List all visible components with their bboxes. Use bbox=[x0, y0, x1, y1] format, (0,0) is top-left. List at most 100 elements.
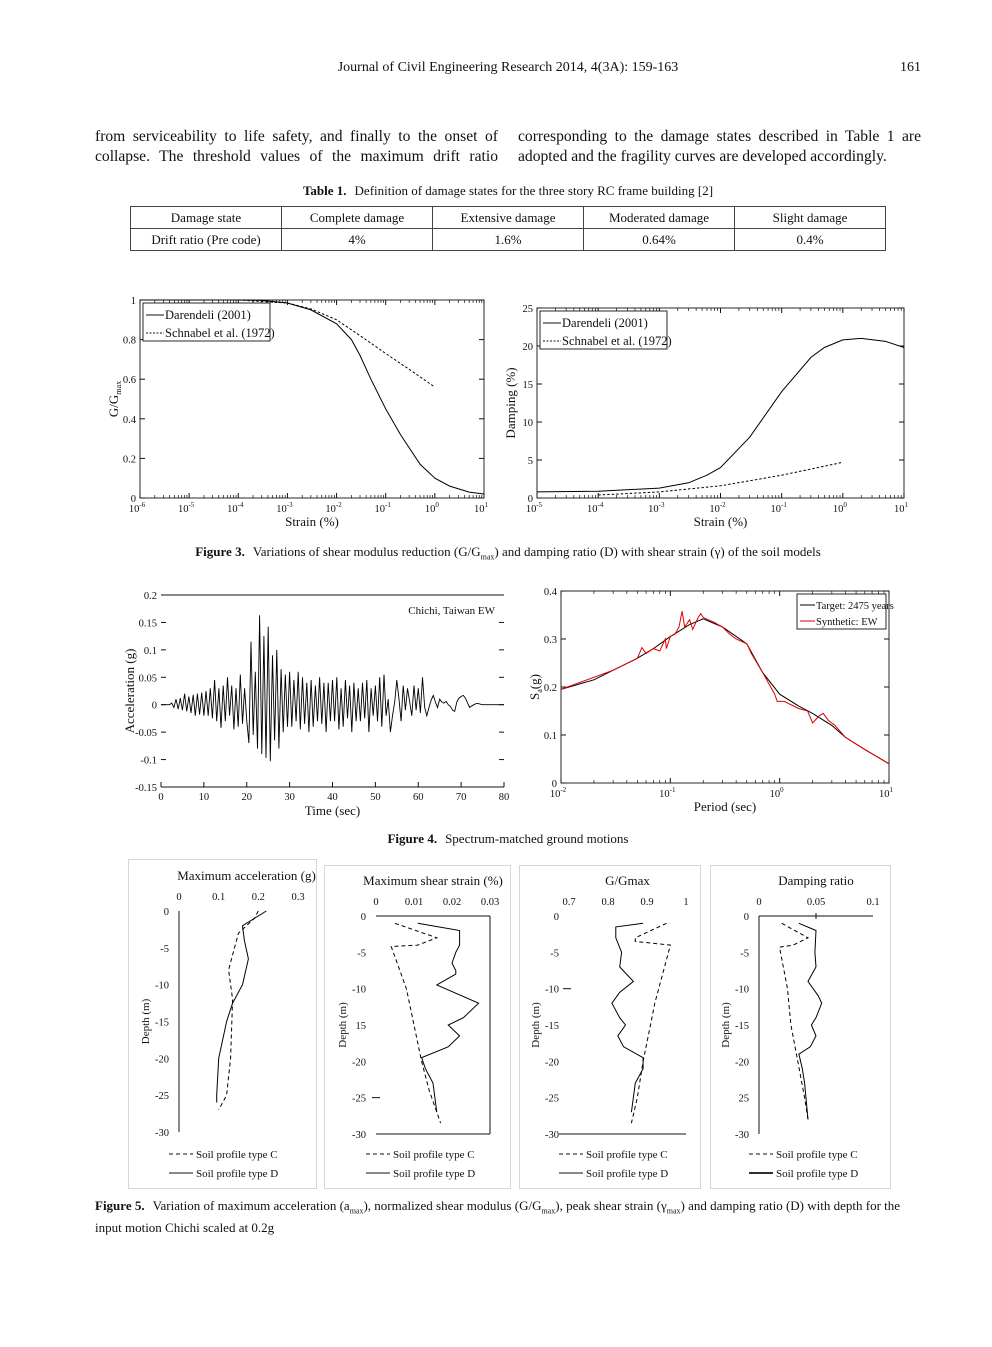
series-line-1 bbox=[417, 922, 480, 1113]
x-tick-label: 0.8 bbox=[601, 897, 614, 908]
panel-title: Damping ratio bbox=[778, 873, 853, 888]
figure3-label: Figure 3. bbox=[195, 544, 245, 559]
y-tick-label: -0.1 bbox=[140, 756, 157, 767]
body-text-left: from serviceability to life safety, and … bbox=[95, 128, 498, 165]
y-tick-label: -30 bbox=[545, 1130, 559, 1141]
y-tick-label: 0.4 bbox=[544, 587, 558, 598]
table-caption: Table 1. Definition of damage states for … bbox=[0, 183, 992, 199]
table-caption-text: Definition of damage states for the thre… bbox=[354, 183, 714, 198]
legend-label: Soil profile type D bbox=[586, 1168, 668, 1180]
damage-states-table: Damage state Complete damage Extensive d… bbox=[130, 206, 886, 251]
x-axis-label: Strain (%) bbox=[285, 514, 339, 529]
y-axis-label-main: S bbox=[527, 693, 542, 700]
table-cell: 0.64% bbox=[583, 228, 735, 251]
legend-label: Soil profile type D bbox=[776, 1168, 858, 1180]
x-tick-label: 0 bbox=[756, 897, 761, 908]
caption-text: Spectrum-matched ground motions bbox=[445, 831, 629, 846]
plot-frame bbox=[139, 299, 485, 499]
caption-subscript: max bbox=[480, 552, 495, 562]
caption-text: Variation of maximum acceleration (a bbox=[152, 1198, 350, 1213]
y-tick-label: -20 bbox=[155, 1054, 169, 1065]
table-header-cell: Extensive damage bbox=[432, 206, 584, 229]
legend-box bbox=[142, 302, 271, 342]
chart-annotation: Chichi, Taiwan EW bbox=[408, 605, 495, 617]
table-cell: Drift ratio (Pre code) bbox=[130, 228, 282, 251]
x-tick-exponent: 0 bbox=[435, 501, 439, 509]
y-tick-label: 0 bbox=[131, 494, 136, 505]
x-tick-label: 10-3 bbox=[648, 501, 665, 515]
y-axis-label-main: Damping (%) bbox=[503, 367, 518, 438]
legend-label: Soil profile type D bbox=[196, 1168, 278, 1180]
y-tick-label: -25 bbox=[155, 1091, 169, 1102]
x-tick-label: 10-5 bbox=[178, 501, 195, 515]
legend-box bbox=[796, 593, 887, 630]
x-tick-exponent: -2 bbox=[560, 786, 566, 794]
x-tick-exponent: -1 bbox=[385, 501, 391, 509]
chart-6: 0.7 0.8 0.9 1 0 -5 -10 -15 -20 -25 -30 G/Gmax Depth … bbox=[530, 873, 689, 1180]
y-tick-label: 0.2 bbox=[123, 454, 136, 465]
y-tick-label: 0 bbox=[152, 701, 157, 712]
x-axis-label: Strain (%) bbox=[694, 514, 748, 529]
legend-label: Schnabel et al. (1972) bbox=[165, 326, 275, 340]
y-axis-label: Depth (m) bbox=[140, 998, 152, 1044]
y-tick-label: 5 bbox=[528, 456, 533, 467]
x-tick-label: 100 bbox=[833, 501, 848, 515]
figure3-caption: Figure 3. Variations of shear modulus red… bbox=[0, 544, 992, 562]
table-cell: 0.4% bbox=[734, 228, 886, 251]
y-tick-label: -5 bbox=[550, 948, 559, 959]
x-tick-label: 20 bbox=[242, 792, 253, 803]
x-tick-label: 60 bbox=[413, 792, 424, 803]
legend-label: Darendeli (2001) bbox=[562, 316, 648, 330]
chart-1: 10-5 10-4 10-3 10-2 10-1 100 1010510152025Stra… bbox=[503, 304, 909, 529]
y-tick-label: -30 bbox=[735, 1130, 749, 1141]
y-axis-label-suffix: (g) bbox=[527, 674, 542, 689]
x-tick-exponent: 1 bbox=[905, 501, 909, 509]
table-row: Drift ratio (Pre code) 4% 1.6% 0.64% 0.4… bbox=[130, 228, 886, 251]
x-tick-label: 50 bbox=[370, 792, 381, 803]
series-line-0 bbox=[390, 922, 442, 1124]
y-axis-label: Sa(g) bbox=[527, 674, 544, 700]
x-axis-label: Period (sec) bbox=[694, 799, 756, 814]
y-tick-label: 15 bbox=[356, 1021, 367, 1032]
figure5-panel-acceleration bbox=[128, 859, 317, 1189]
legend-label: Soil profile type C bbox=[393, 1149, 475, 1161]
caption-text: ), peak shear strain (γ bbox=[555, 1198, 667, 1213]
x-tick-label: 100 bbox=[425, 501, 440, 515]
legend-label: Soil profile type D bbox=[393, 1168, 475, 1180]
x-tick-label: 30 bbox=[284, 792, 295, 803]
legend-label: Synthetic: EW bbox=[816, 617, 878, 628]
legend-label: Soil profile type C bbox=[586, 1149, 668, 1161]
x-tick-label: 10-4 bbox=[227, 501, 244, 515]
y-tick-label: -15 bbox=[545, 1021, 559, 1032]
x-tick-label: 0.3 bbox=[291, 892, 304, 903]
journal-header: Journal of Civil Engineering Research 20… bbox=[337, 60, 679, 75]
x-tick-exponent: -2 bbox=[336, 501, 342, 509]
y-axis-label-main: G/G bbox=[106, 395, 121, 417]
figure5-label: Figure 5. bbox=[95, 1198, 145, 1213]
x-tick-label: 0 bbox=[373, 897, 378, 908]
figure5-caption: Figure 5. Variation of maximum accelerati… bbox=[95, 1198, 925, 1236]
y-tick-label: -30 bbox=[352, 1130, 366, 1141]
series-line-0 bbox=[778, 922, 810, 1120]
x-tick-exponent: -1 bbox=[781, 501, 787, 509]
x-tick-label: 0.03 bbox=[481, 897, 499, 908]
x-tick-label: 101 bbox=[474, 501, 489, 515]
y-tick-label: -0.05 bbox=[135, 728, 157, 739]
y-tick-label: 0.15 bbox=[139, 618, 157, 629]
y-tick-label: 1 bbox=[131, 296, 136, 307]
x-tick-label: 10-1 bbox=[770, 501, 787, 515]
chart-4: 0 0.1 0.2 0.3 0 -5 -10 -15 -20 -25 -30 Maximum acce… bbox=[140, 868, 316, 1180]
y-tick-label: 0.4 bbox=[123, 415, 137, 426]
x-tick-label: 0.7 bbox=[562, 897, 575, 908]
caption-subscript: max bbox=[541, 1206, 556, 1216]
legend-label: Schnabel et al. (1972) bbox=[562, 334, 672, 348]
x-tick-label: 0.9 bbox=[640, 897, 653, 908]
page-number: 161 bbox=[900, 60, 921, 75]
x-tick-label: 10-3 bbox=[276, 501, 293, 515]
y-tick-label: -10 bbox=[155, 981, 169, 992]
x-tick-exponent: -6 bbox=[139, 501, 145, 509]
x-tick-label: 10-1 bbox=[375, 501, 392, 515]
y-tick-label: 0 bbox=[361, 912, 366, 923]
y-tick-label: 15 bbox=[523, 380, 534, 391]
